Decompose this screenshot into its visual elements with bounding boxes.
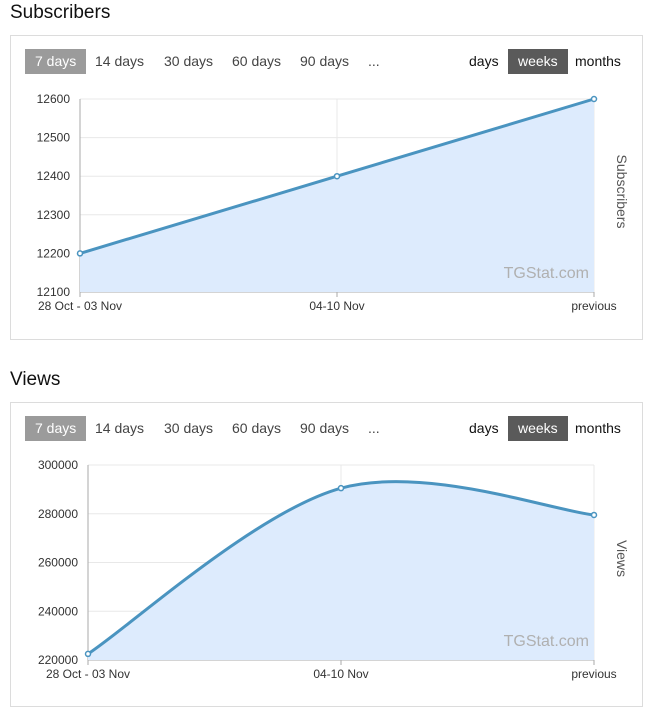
period-60-days-button[interactable]: 60 days <box>232 53 282 69</box>
period-14-days-button[interactable]: 14 days <box>95 53 145 69</box>
y-axis-label: Views <box>614 540 630 577</box>
y-tick-label: 220000 <box>38 653 78 667</box>
y-tick-label: 12100 <box>37 285 71 299</box>
x-tick-label: 28 Oct - 03 Nov <box>38 299 122 313</box>
y-tick-label: 240000 <box>38 604 78 618</box>
group-days-button[interactable]: days <box>469 420 499 436</box>
period-60-days-button[interactable]: 60 days <box>232 420 282 436</box>
series-area <box>80 99 594 292</box>
toolbar: 7 days 14 days 30 days 60 days 90 days... day… <box>25 416 628 441</box>
x-tick-label: 04-10 Nov <box>313 667 368 681</box>
views-title: Views <box>10 369 61 390</box>
data-point[interactable] <box>333 172 341 180</box>
y-tick-label: 300000 <box>38 458 78 472</box>
data-point[interactable] <box>337 484 345 492</box>
y-tick-label: 260000 <box>38 556 78 570</box>
y-tick-label: 12600 <box>37 92 71 106</box>
y-tick-label: 12300 <box>37 208 71 222</box>
group-weeks-button[interactable]: weeks <box>508 416 568 441</box>
period-90-days-button[interactable]: 90 days <box>300 420 350 436</box>
period-90-days-button[interactable]: 90 days <box>300 53 350 69</box>
views-chart: 220000 240000 260000 280000 300000 28 Oct - 0… <box>38 458 630 681</box>
y-tick-label: 12500 <box>37 131 71 145</box>
data-point[interactable] <box>590 95 598 103</box>
x-tick-label: previous <box>571 299 616 313</box>
toolbar: 7 days 14 days 30 days 60 days 90 days... day… <box>25 49 628 74</box>
y-axis-label: Subscribers <box>614 155 630 229</box>
period-more-button[interactable]: ... <box>368 420 380 436</box>
data-point[interactable] <box>84 650 92 658</box>
y-tick-label: 280000 <box>38 507 78 521</box>
period-7-days-button[interactable]: 7 days <box>25 416 87 441</box>
group-days-button[interactable]: days <box>469 53 499 69</box>
x-tick-label: 04-10 Nov <box>309 299 364 313</box>
watermark: TGStat.com <box>504 265 589 282</box>
subscribers-chart: 12100 12200 12300 12400 12500 12600 28 Oct - 0… <box>37 92 630 313</box>
period-14-days-button[interactable]: 14 days <box>95 420 145 436</box>
y-tick-label: 12400 <box>37 169 71 183</box>
y-tick-label: 12200 <box>37 246 71 260</box>
period-more-button[interactable]: ... <box>368 53 380 69</box>
watermark: TGStat.com <box>504 633 589 650</box>
subscribers-panel: 7 days 14 days 30 days 60 days 90 days... day… <box>10 35 643 340</box>
period-30-days-button[interactable]: 30 days <box>164 420 214 436</box>
data-point[interactable] <box>76 250 84 257</box>
group-months-button[interactable]: months <box>575 53 621 69</box>
period-30-days-button[interactable]: 30 days <box>164 53 214 69</box>
subscribers-title: Subscribers <box>10 2 111 23</box>
group-weeks-button[interactable]: weeks <box>508 49 568 74</box>
series-area <box>88 481 594 660</box>
group-months-button[interactable]: months <box>575 420 621 436</box>
views-panel: 7 days 14 days 30 days 60 days 90 days... day… <box>10 402 643 707</box>
x-tick-label: 28 Oct - 03 Nov <box>46 667 130 681</box>
period-7-days-button[interactable]: 7 days <box>25 49 87 74</box>
data-point[interactable] <box>590 511 598 519</box>
x-tick-label: previous <box>571 667 616 681</box>
